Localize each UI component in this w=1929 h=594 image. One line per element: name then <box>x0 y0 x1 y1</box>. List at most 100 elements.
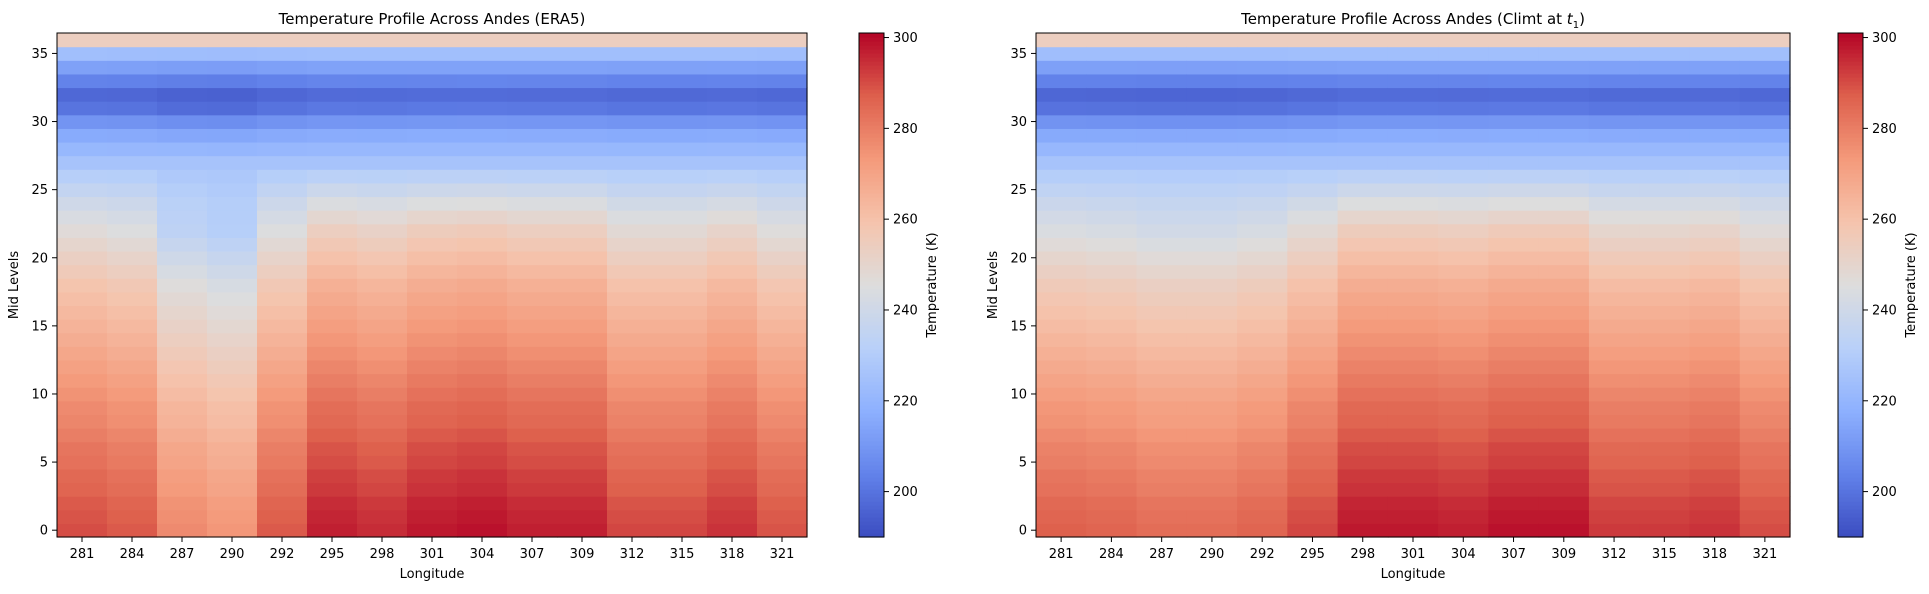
colorbar-segment <box>1838 333 1863 338</box>
colorbar-segment <box>1838 425 1863 430</box>
heatmap-cell <box>257 264 308 279</box>
heatmap-cell <box>1337 182 1389 198</box>
heatmap-cell <box>107 373 158 388</box>
heatmap-cell <box>1186 332 1238 347</box>
heatmap-cell <box>507 60 558 75</box>
heatmap-cell <box>407 278 458 293</box>
heatmap-cell <box>457 332 508 347</box>
colorbar-segment <box>1838 229 1863 234</box>
heatmap-cell <box>1287 101 1339 116</box>
heatmap-cell <box>557 60 608 75</box>
heatmap-cell <box>107 223 158 238</box>
heatmap-cell <box>1739 73 1791 89</box>
colorbar-segment <box>1838 85 1863 90</box>
heatmap-cell <box>107 414 158 429</box>
heatmap-cell <box>1588 305 1640 320</box>
heatmap-cell <box>57 155 108 170</box>
heatmap-cell <box>1639 359 1691 375</box>
heatmap-cell <box>757 196 808 211</box>
heatmap-cell <box>1237 400 1288 415</box>
heatmap-cell <box>507 264 558 279</box>
heatmap-cell <box>357 523 408 538</box>
heatmap-cell <box>1086 278 1138 293</box>
heatmap-cell <box>307 496 358 511</box>
colorbar-gradient <box>859 33 884 538</box>
heatmap-cell <box>1237 141 1288 157</box>
colorbar-segment <box>859 373 884 378</box>
colorbar-segment <box>859 109 884 114</box>
heatmap-cell <box>557 46 608 61</box>
heatmap-cell <box>307 250 358 266</box>
heatmap-cell <box>707 441 758 456</box>
colorbar-segment <box>859 501 884 506</box>
heatmap-cell <box>1136 400 1188 415</box>
heatmap-cell <box>1689 332 1741 347</box>
colorbar-segment <box>859 445 884 450</box>
colorbar-segment <box>1838 61 1863 66</box>
heatmap-cell <box>1136 182 1188 198</box>
heatmap-cell <box>1036 332 1087 347</box>
heatmap-cell <box>1036 250 1087 266</box>
heatmap-cell <box>1689 455 1741 470</box>
heatmap-cell <box>1639 128 1691 143</box>
heatmap-cell <box>1337 319 1389 334</box>
heatmap-cell <box>107 482 158 497</box>
heatmap-cell <box>1538 468 1590 484</box>
heatmap-cell <box>407 387 458 402</box>
colorbar-segment <box>859 317 884 322</box>
colorbar-segment <box>859 189 884 194</box>
heatmap-cell <box>1387 155 1439 170</box>
heatmap-cell <box>1438 291 1489 307</box>
heatmap-cell <box>257 128 308 143</box>
colorbar-segment <box>1838 489 1863 494</box>
heatmap-cell <box>457 359 508 375</box>
heatmap-cell <box>1086 87 1138 102</box>
heatmap-cell <box>357 237 408 252</box>
heatmap-cell <box>507 128 558 143</box>
heatmap-cell <box>1739 264 1791 279</box>
colorbar-segment <box>1838 377 1863 382</box>
heatmap-cell <box>57 359 108 375</box>
heatmap-cell <box>707 264 758 279</box>
heatmap-cell <box>1387 346 1439 361</box>
heatmap-cell <box>107 428 158 443</box>
colorbar-segment <box>1838 297 1863 302</box>
heatmap-cell <box>257 196 308 211</box>
heatmap-cell <box>1588 114 1640 129</box>
heatmap-cell <box>1538 73 1590 89</box>
heatmap-cell <box>407 101 458 116</box>
heatmap-cell <box>1237 128 1288 143</box>
heatmap-cell <box>1086 210 1138 225</box>
colorbar-segment <box>859 345 884 350</box>
colorbar-segment <box>1838 517 1863 522</box>
heatmap-cell <box>1438 496 1489 511</box>
colorbar-segment <box>1838 457 1863 462</box>
heatmap-cell <box>1086 414 1138 429</box>
colorbar-segment <box>859 449 884 454</box>
heatmap-cell <box>1186 182 1238 198</box>
heatmap-cell <box>607 400 658 415</box>
heatmap-cell <box>1739 196 1791 211</box>
colorbar-segment <box>859 481 884 486</box>
heatmap-cell <box>1639 264 1691 279</box>
heatmap-cell <box>57 182 108 198</box>
heatmap-cell <box>157 455 208 470</box>
heatmap-cell <box>1086 346 1138 361</box>
heatmap-cell <box>157 155 208 170</box>
colorbar-segment <box>1838 445 1863 450</box>
colorbar-segment <box>1838 413 1863 418</box>
heatmap-cell <box>1739 237 1791 252</box>
heatmap-cell <box>657 482 708 497</box>
heatmap-cell <box>307 468 358 484</box>
colorbar-segment <box>859 277 884 282</box>
heatmap-cell <box>1438 387 1489 402</box>
heatmap-cell <box>607 264 658 279</box>
heatmap-cell <box>1488 346 1540 361</box>
heatmap-cell <box>1186 509 1238 524</box>
heatmap-cell <box>1387 169 1439 184</box>
heatmap-cell <box>1036 496 1087 511</box>
colorbar-segment <box>1838 201 1863 206</box>
heatmap-cell <box>707 128 758 143</box>
heatmap-cell <box>1739 523 1791 538</box>
heatmap-cell <box>207 319 258 334</box>
